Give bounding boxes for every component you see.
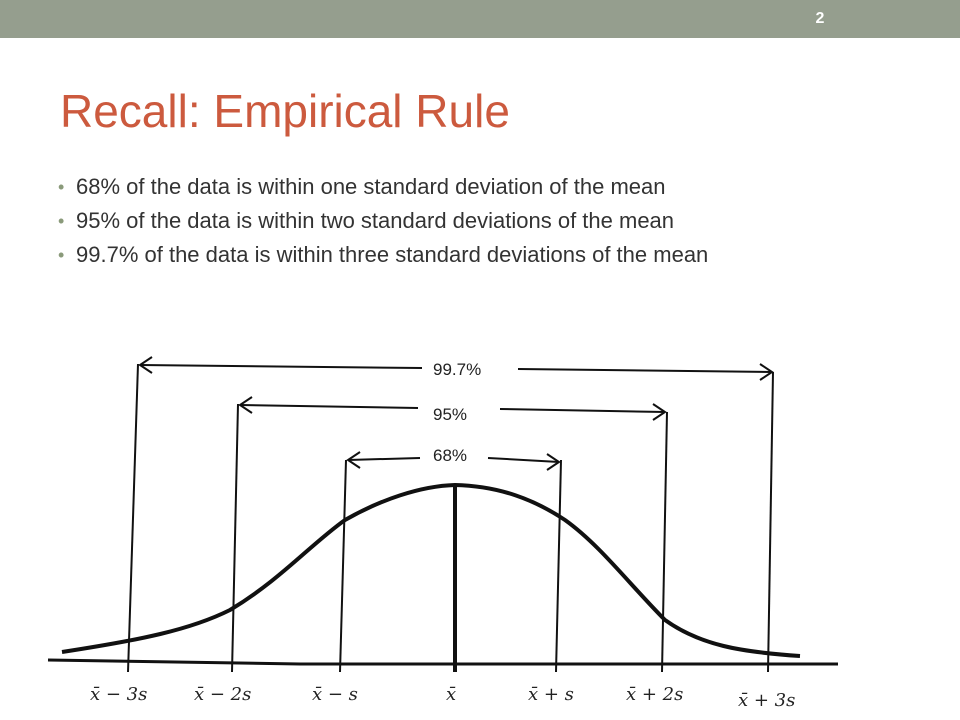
label-997: 99.7% xyxy=(433,360,481,379)
axis-label-mean: x̄ xyxy=(446,684,456,705)
vline-minus-1s xyxy=(339,459,347,673)
bullet-997: 99.7% of the data is within three standa… xyxy=(58,242,858,268)
arrow-95 xyxy=(238,396,667,421)
bell-curve xyxy=(61,482,801,658)
label-95: 95% xyxy=(433,405,467,424)
baseline xyxy=(47,658,838,666)
axis-label-plus-1s: x̄ + s xyxy=(528,684,574,705)
axis-label-minus-1s: x̄ − s xyxy=(312,684,358,705)
bullet-list: 68% of the data is within one standard d… xyxy=(58,174,858,276)
top-bar: 2 xyxy=(0,0,960,38)
vline-minus-3s xyxy=(127,363,139,673)
axis-label-minus-3s: x̄ − 3s xyxy=(90,684,147,705)
vline-plus-3s xyxy=(767,371,774,673)
axis-label-plus-3s: x̄ + 3s xyxy=(738,690,795,711)
vline-minus-2s xyxy=(231,403,239,673)
vline-plus-1s xyxy=(555,459,562,673)
label-68: 68% xyxy=(433,446,467,465)
arrow-997 xyxy=(138,356,774,381)
axis-label-plus-2s: x̄ + 2s xyxy=(626,684,683,705)
slide-number: 2 xyxy=(815,10,825,27)
arrow-68 xyxy=(346,451,561,471)
axis-label-minus-2s: x̄ − 2s xyxy=(194,684,251,705)
vline-plus-2s xyxy=(661,411,668,673)
bullet-95: 95% of the data is within two standard d… xyxy=(58,208,858,234)
slide-title: Recall: Empirical Rule xyxy=(60,85,510,137)
bullet-68: 68% of the data is within one standard d… xyxy=(58,174,858,200)
